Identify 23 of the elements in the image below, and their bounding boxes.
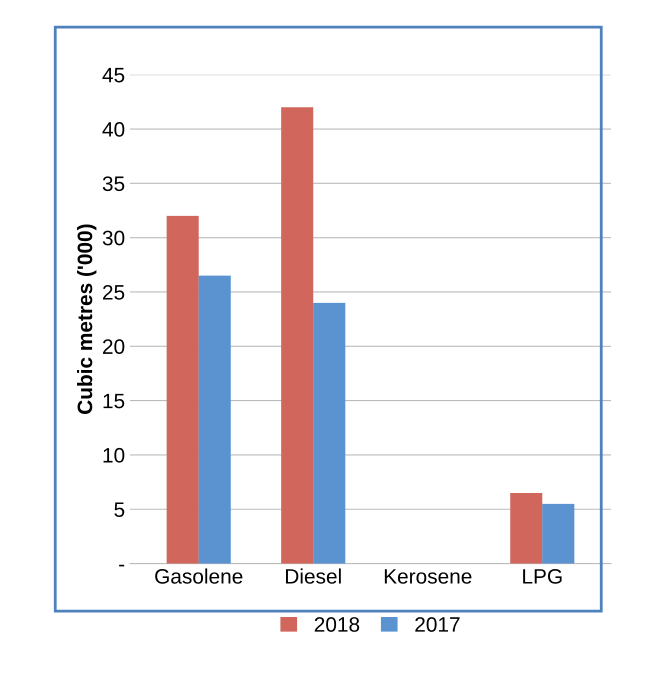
bar <box>198 276 231 564</box>
y-tick-label: - <box>119 564 124 566</box>
y-tick-label: 45 <box>102 68 124 82</box>
legend-label: 2017 <box>415 617 460 632</box>
y-tick-label: 25 <box>103 284 124 300</box>
y-tick-label: 10 <box>104 448 124 463</box>
x-tick-label: Gasolene <box>155 568 242 584</box>
y-tick-label: 30 <box>102 230 124 246</box>
bar <box>313 302 346 564</box>
x-tick-label: Diesel <box>286 568 341 584</box>
x-tick-label: LPG <box>523 568 562 584</box>
bar <box>166 216 199 564</box>
y-tick-label: 5 <box>114 502 124 518</box>
y-tick-label: 35 <box>102 176 124 192</box>
y-tick-label: 20 <box>103 339 124 354</box>
y-tick-label: 40 <box>102 122 124 137</box>
bar <box>281 107 314 564</box>
bar <box>510 492 542 564</box>
bar <box>542 504 574 564</box>
y-axis-title: Cubic metres ('000) <box>76 224 96 414</box>
x-tick-label: Kerosene <box>384 569 472 584</box>
legend-label: 2018 <box>314 617 360 632</box>
y-tick-label: 15 <box>104 394 124 408</box>
